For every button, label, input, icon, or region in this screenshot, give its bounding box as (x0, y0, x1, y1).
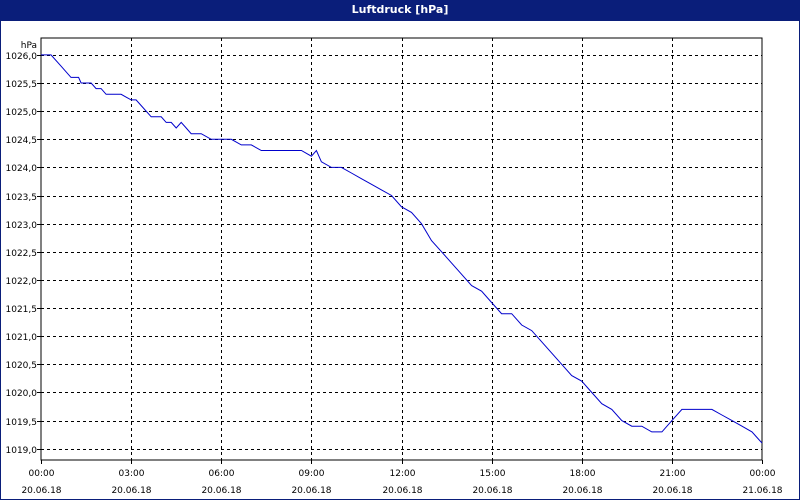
x-tick-date-label: 20.06.18 (111, 486, 151, 496)
x-tick-date-label: 20.06.18 (652, 486, 692, 496)
chart-title: Luftdruck [hPa] (351, 3, 449, 16)
y-tick-label: 1026,0 (6, 52, 38, 62)
y-tick-label: 1025,5 (6, 80, 38, 90)
x-tick-time-label: 00:00 (29, 469, 55, 479)
x-tick-time-label: 06:00 (209, 469, 235, 479)
y-tick-label: 1024,5 (6, 136, 38, 146)
y-tick-label: 1019,0 (6, 446, 38, 456)
x-tick-date-label: 21.06.18 (742, 486, 782, 496)
x-tick-date-label: 20.06.18 (21, 486, 61, 496)
y-tick-label: 1021,5 (6, 305, 38, 315)
y-tick-label: 1021,0 (6, 333, 38, 343)
y-tick-label: 1023,0 (6, 221, 38, 231)
y-tick-label: 1023,5 (6, 193, 38, 203)
x-tick-date-label: 20.06.18 (201, 486, 241, 496)
plot-area (40, 37, 763, 461)
x-tick-date-label: 20.06.18 (382, 486, 422, 496)
x-tick-date-label: 20.06.18 (291, 486, 331, 496)
x-tick-time-label: 03:00 (119, 469, 145, 479)
y-tick-label: 1025,0 (6, 108, 38, 118)
x-tick-time-label: 15:00 (480, 469, 506, 479)
x-tick-time-label: 12:00 (390, 469, 416, 479)
x-tick-time-label: 18:00 (570, 469, 596, 479)
x-tick-time-label: 21:00 (660, 469, 686, 479)
y-axis-label: hPa (21, 41, 37, 51)
chart-title-bar: Luftdruck [hPa] (0, 0, 800, 20)
y-tick-label: 1022,5 (6, 249, 38, 259)
x-tick-date-label: 20.06.18 (472, 486, 512, 496)
y-tick-label: 1019,5 (6, 418, 38, 428)
pressure-series-line (41, 54, 763, 444)
y-tick-label: 1020,5 (6, 361, 38, 371)
y-tick-label: 1020,0 (6, 389, 38, 399)
x-tick-date-label: 20.06.18 (562, 486, 602, 496)
x-tick-time-label: 00:00 (750, 469, 776, 479)
x-tick-time-label: 09:00 (299, 469, 325, 479)
y-tick-label: 1024,0 (6, 164, 38, 174)
y-tick-label: 1022,0 (6, 277, 38, 287)
